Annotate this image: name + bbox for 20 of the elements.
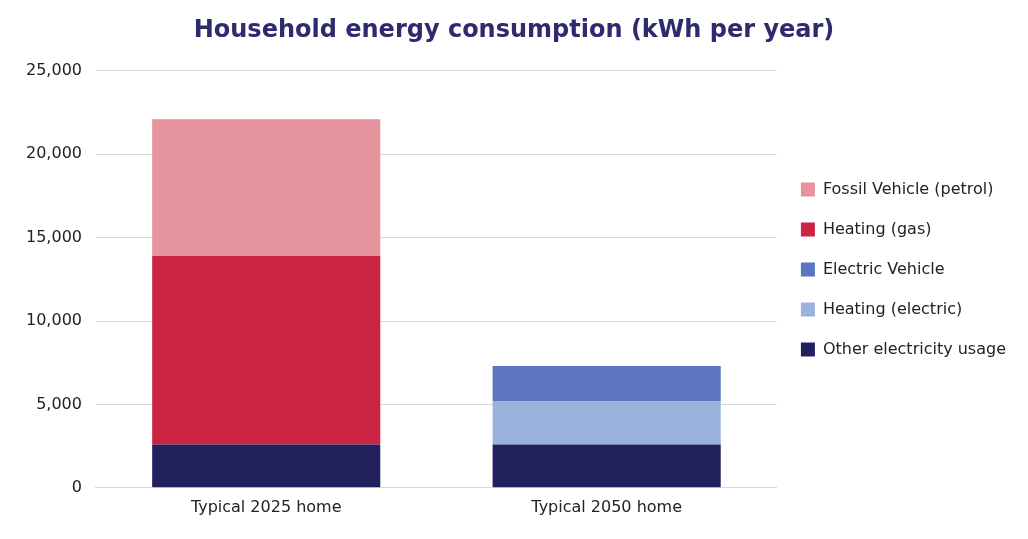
bar bbox=[152, 255, 381, 445]
y-tick-label: 0 bbox=[71, 476, 82, 496]
y-tick-label: 5,000 bbox=[36, 393, 82, 413]
x-tick-label: Typical 2050 home bbox=[530, 496, 682, 516]
chart-title: Household energy consumption (kWh per year) bbox=[193, 14, 835, 43]
legend-label: Electric Vehicle bbox=[822, 258, 945, 278]
bar bbox=[492, 444, 721, 488]
bar bbox=[152, 444, 381, 488]
bar bbox=[492, 366, 721, 402]
y-tick-label: 10,000 bbox=[26, 310, 82, 330]
legend-label: Heating (gas) bbox=[822, 218, 932, 238]
x-tick-label: Typical 2025 home bbox=[189, 496, 342, 516]
bar bbox=[152, 119, 381, 256]
bar bbox=[492, 401, 721, 445]
legend-label: Fossil Vehicle (petrol) bbox=[822, 178, 994, 198]
legend-label: Heating (electric) bbox=[822, 298, 963, 318]
y-tick-label: 25,000 bbox=[26, 59, 82, 79]
y-tick-label: 15,000 bbox=[26, 226, 82, 246]
legend-label: Other electricity usage bbox=[822, 338, 1006, 358]
y-tick-label: 20,000 bbox=[26, 143, 82, 163]
